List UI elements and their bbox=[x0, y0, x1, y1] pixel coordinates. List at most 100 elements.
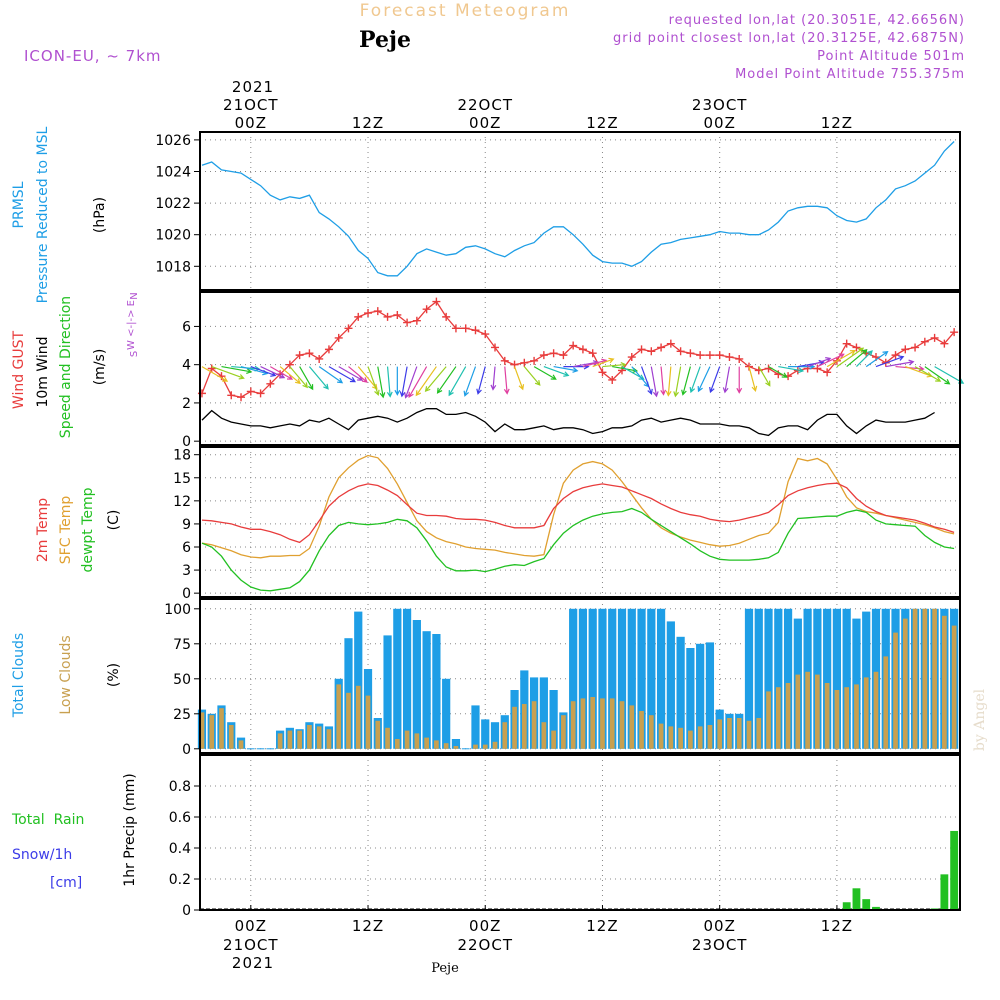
rain-bar bbox=[940, 874, 949, 910]
ytick-label: 0.4 bbox=[169, 841, 191, 857]
wind-arrow bbox=[328, 366, 357, 383]
wind-arrow bbox=[386, 366, 393, 398]
total-cloud-bar bbox=[676, 636, 685, 749]
dewpt-line bbox=[201, 507, 955, 592]
pressure-line bbox=[201, 141, 955, 277]
low-cloud-bar bbox=[219, 708, 224, 749]
low-cloud-bar bbox=[385, 727, 390, 749]
pressure-label-prmsl: PRMSL bbox=[11, 181, 27, 228]
compass-north: N bbox=[129, 292, 140, 299]
low-cloud-bar bbox=[951, 625, 957, 749]
low-cloud-bar bbox=[942, 615, 947, 749]
gust-marker bbox=[813, 364, 822, 373]
pressure-unit: (hPa) bbox=[92, 197, 108, 233]
total-cloud-bar bbox=[656, 608, 666, 749]
low-cloud-bar bbox=[668, 726, 674, 749]
model-label: ICON-EU, ~ 7km bbox=[24, 47, 162, 65]
time-tick-top: 00Z bbox=[235, 114, 267, 132]
ytick-label: 1022 bbox=[155, 196, 191, 212]
gust-marker bbox=[735, 354, 744, 363]
ytick-label: 1020 bbox=[155, 228, 191, 244]
low-cloud-bar bbox=[922, 608, 928, 749]
low-cloud-bar bbox=[434, 740, 439, 749]
wind-arrow bbox=[778, 365, 805, 374]
gust-marker bbox=[373, 307, 382, 316]
wind-arrow bbox=[490, 366, 497, 391]
ytick-label: 25 bbox=[173, 707, 191, 723]
total-cloud-bar bbox=[686, 648, 695, 749]
low-cloud-bar bbox=[688, 730, 693, 749]
wind-arrow bbox=[424, 366, 447, 393]
wind-arrow bbox=[553, 365, 579, 373]
gust-marker bbox=[842, 339, 851, 348]
gust-marker bbox=[403, 318, 412, 327]
low-cloud-bar bbox=[404, 730, 410, 749]
total-cloud-bar bbox=[393, 608, 402, 749]
ytick-label: 9 bbox=[182, 517, 191, 533]
wind-arrow bbox=[377, 366, 386, 399]
total-cloud-bar bbox=[608, 608, 617, 749]
gust-marker bbox=[647, 347, 656, 356]
low-cloud-bar bbox=[912, 608, 918, 749]
gust-marker bbox=[305, 349, 314, 358]
low-cloud-bar bbox=[619, 701, 625, 749]
temp-unit: (C) bbox=[106, 510, 122, 531]
ytick-label: 15 bbox=[173, 471, 191, 487]
total-cloud-bar bbox=[481, 719, 490, 749]
gust-marker bbox=[237, 393, 246, 402]
low-cloud-bar bbox=[326, 729, 332, 749]
low-cloud-bar bbox=[854, 684, 859, 749]
low-cloud-bar bbox=[658, 723, 664, 749]
gust-marker bbox=[334, 333, 343, 342]
wind-arrow bbox=[463, 366, 477, 397]
ytick-label: 100 bbox=[164, 602, 191, 618]
wind-arrow bbox=[758, 366, 771, 387]
wind-arrow bbox=[308, 366, 329, 390]
gridpoint-coords: grid point closest lon,lat (20.3125E, 42… bbox=[613, 31, 965, 46]
panel-frame bbox=[199, 446, 961, 598]
total-cloud-bar bbox=[627, 608, 636, 749]
low-cloud-bar bbox=[648, 715, 654, 749]
wind-arrow bbox=[736, 366, 743, 394]
low-cloud-bar bbox=[736, 718, 742, 749]
snow-label: Snow/1h bbox=[12, 847, 72, 863]
low-cloud-bar bbox=[678, 727, 683, 749]
low-cloud-bar bbox=[834, 690, 840, 749]
gust-marker bbox=[696, 351, 705, 360]
panel-frame bbox=[199, 131, 961, 291]
ytick-label: 0.8 bbox=[169, 779, 191, 795]
chart-title: Forecast Meteogram bbox=[360, 1, 571, 21]
plot-layer bbox=[197, 141, 965, 910]
gust-marker bbox=[412, 316, 421, 325]
gust-marker bbox=[481, 330, 490, 339]
total-cloud-bar bbox=[705, 642, 715, 749]
sfc-temp-line bbox=[201, 454, 955, 559]
ytick-label: 6 bbox=[182, 540, 191, 556]
wind-arrow bbox=[503, 366, 510, 395]
gust-marker bbox=[471, 326, 480, 335]
low-cloud-bar bbox=[561, 715, 566, 749]
gust-marker bbox=[256, 389, 265, 398]
wind-arrow bbox=[673, 366, 682, 398]
low-cloud-bar bbox=[473, 744, 478, 749]
wind-arrow bbox=[279, 366, 301, 385]
gust-marker bbox=[676, 347, 685, 356]
low-cloud-bar bbox=[932, 608, 937, 749]
low-cloud-bar bbox=[346, 692, 351, 749]
time-tick-bottom: 12Z bbox=[586, 917, 618, 935]
total-cloud-bar bbox=[442, 678, 451, 749]
low-cloud-bar bbox=[443, 743, 449, 749]
low-cloud-bar bbox=[580, 698, 586, 749]
low-clouds-label: Low Clouds bbox=[58, 635, 74, 714]
low-cloud-bar bbox=[521, 704, 527, 749]
low-cloud-bar bbox=[277, 733, 283, 749]
low-cloud-bar bbox=[570, 701, 576, 749]
rain-bar bbox=[872, 906, 880, 910]
gust-marker bbox=[725, 353, 734, 362]
low-cloud-bar bbox=[746, 720, 752, 749]
rain-bar bbox=[950, 830, 959, 910]
gust-marker bbox=[578, 345, 587, 354]
low-cloud-bar bbox=[287, 730, 293, 749]
low-cloud-bar bbox=[707, 725, 713, 749]
total-cloud-bar bbox=[617, 608, 627, 749]
